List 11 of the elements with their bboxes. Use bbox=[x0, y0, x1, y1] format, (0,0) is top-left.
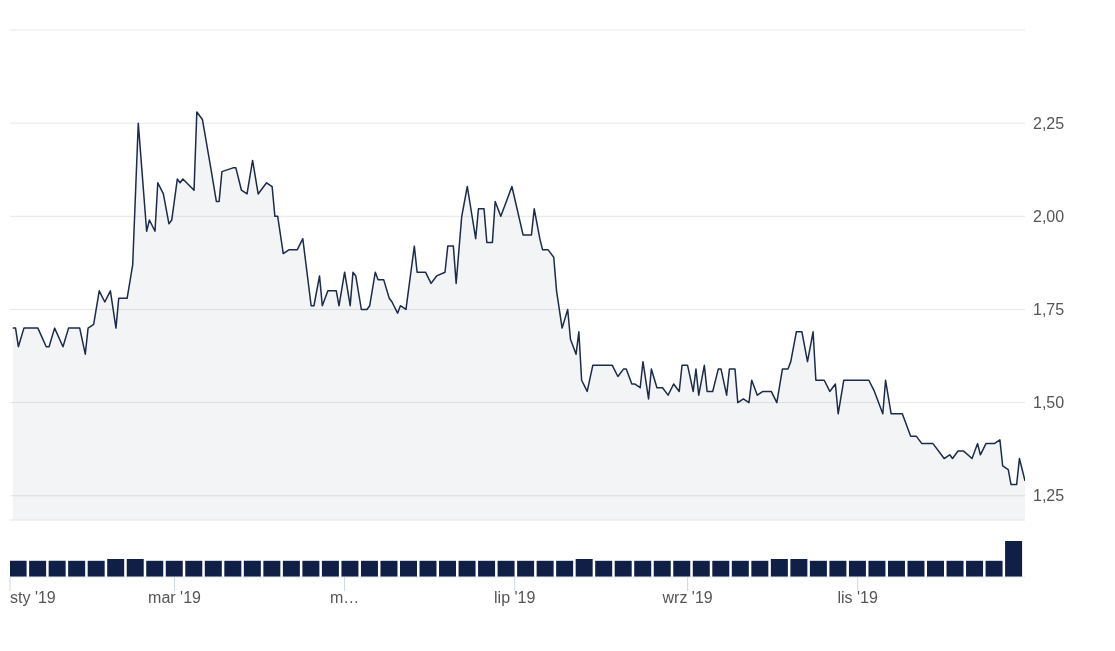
x-tick-label: sty '19 bbox=[10, 589, 56, 606]
x-tick-label: m… bbox=[329, 589, 360, 606]
y-tick-label: 1,75 bbox=[1033, 301, 1065, 319]
x-tick-label: mar '19 bbox=[148, 589, 202, 606]
y-tick-label: 2,00 bbox=[1033, 207, 1065, 225]
x-tick-label: lis '19 bbox=[837, 589, 878, 606]
x-tick-label: wrz '19 bbox=[661, 589, 713, 606]
y-tick-label: 1,25 bbox=[1033, 487, 1065, 505]
y-tick-label: 2,25 bbox=[1033, 114, 1065, 132]
x-tick-label: lip '19 bbox=[494, 589, 536, 606]
y-tick-label: 1,50 bbox=[1033, 394, 1065, 412]
